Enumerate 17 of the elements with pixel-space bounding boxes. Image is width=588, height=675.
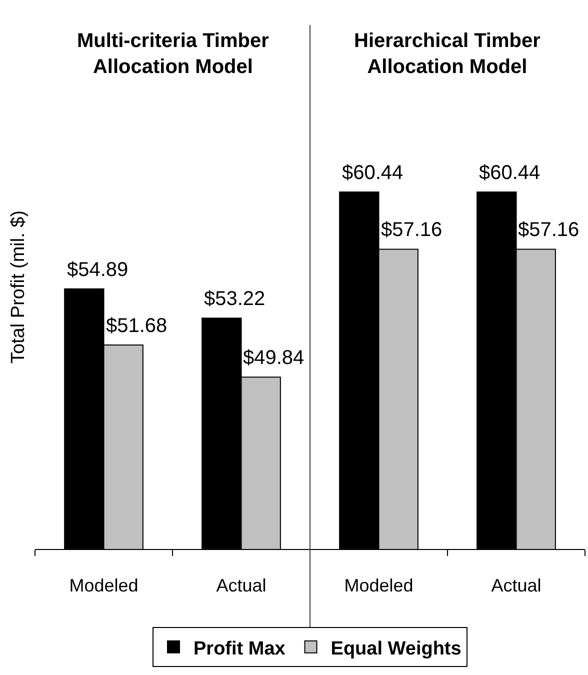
data-label: $51.68	[106, 315, 168, 337]
annotation: Hierarchical Timber Allocation Model	[354, 30, 541, 78]
y-axis-title: Total Profit (mil. $)	[8, 210, 29, 364]
annotation: Multi-criteria Timber Allocation Model	[77, 30, 270, 78]
x-tick-label: Actual	[216, 576, 266, 596]
data-label: $53.22	[204, 288, 266, 310]
data-label: $54.89	[67, 259, 128, 281]
data-label: $60.44	[342, 162, 404, 184]
data-label: $57.16	[518, 219, 580, 241]
data-label: $57.16	[381, 219, 442, 241]
data-label: $49.84	[243, 347, 304, 369]
legend-label: Equal Weights	[330, 638, 462, 660]
legend-label: Profit Max	[194, 638, 286, 660]
data-label: $60.44	[479, 162, 540, 184]
x-tick-label: Actual	[491, 576, 542, 596]
x-tick-label: Modeled	[69, 576, 138, 596]
x-tick-label: Modeled	[344, 576, 414, 596]
